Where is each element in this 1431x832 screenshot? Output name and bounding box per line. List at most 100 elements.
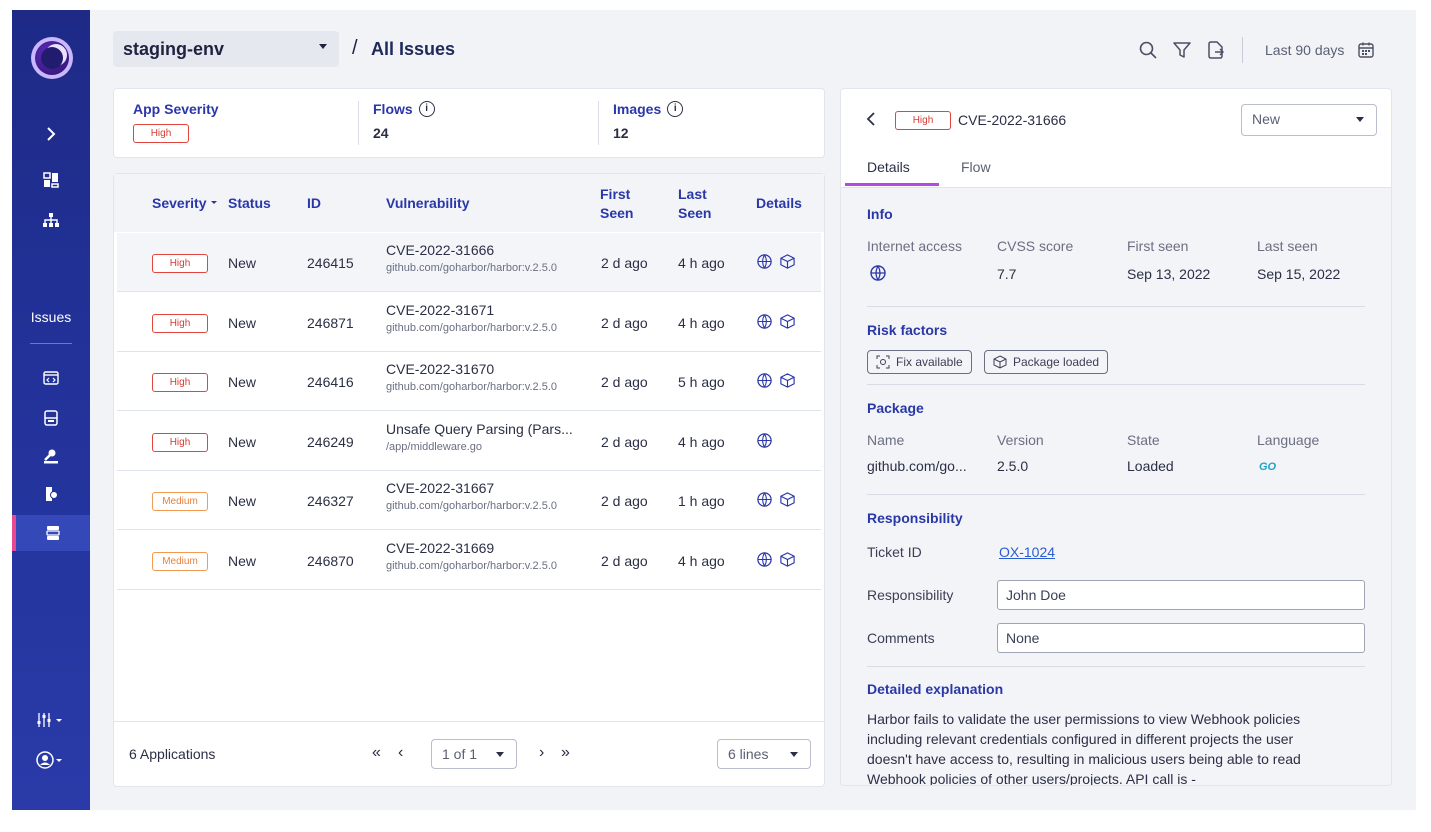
filter-sliders-icon[interactable] [12,702,90,738]
flows-label: Flows [373,101,413,117]
severity-column-header[interactable]: Severity [152,195,218,211]
package-name-value: github.com/go... [867,458,967,474]
package-icon [993,355,1007,369]
internet-access-icon [869,264,887,287]
status-column-header[interactable]: Status [228,195,271,211]
next-page-icon[interactable]: › [539,744,545,761]
vulnerability-cell: CVE-2022-31669 github.com/goharbor/harbor… [386,540,557,572]
logo-icon[interactable] [31,37,73,79]
responsibility-field[interactable]: John Doe [997,580,1365,610]
package-version-label: Version [997,432,1044,448]
first-seen-header-line1: First [600,186,631,202]
detail-severity-badge: High [895,111,951,130]
search-icon[interactable] [1136,38,1160,62]
last-page-icon[interactable]: » [561,744,570,761]
sitemap-icon[interactable] [12,202,90,238]
internet-access-icon[interactable] [756,432,773,454]
table-row[interactable]: High New 246871 CVE-2022-31671 github.com/go… [117,293,821,352]
details-icons [756,432,773,454]
details-icons [756,372,796,394]
package-icon[interactable] [779,491,796,513]
sidebar-divider [30,343,72,344]
first-seen-cell: 2 d ago [601,552,648,569]
vulnerability-source: github.com/goharbor/harbor:v.2.5.0 [386,500,558,512]
first-seen-column-header[interactable]: First Seen [600,185,633,223]
internet-access-icon[interactable] [756,551,773,573]
prev-page-icon[interactable]: ‹ [398,744,404,761]
app-severity-summary: App Severity High [133,101,219,143]
sort-desc-icon [211,201,218,204]
first-seen-cell: 2 d ago [601,255,648,271]
lines-per-page-select[interactable]: 6 lines [717,739,811,769]
last-seen-cell: 5 h ago [678,374,725,390]
status-select[interactable]: New [1241,104,1377,136]
risk-chip-package-loaded[interactable]: Package loaded [984,350,1109,374]
last-seen-cell: 1 h ago [678,493,725,509]
issue-detail-panel: High CVE-2022-31666 New Details Flow Inf… [840,88,1392,786]
date-range-label[interactable]: Last 90 days [1265,42,1345,58]
package-icon[interactable] [779,372,796,394]
page-select[interactable]: 1 of 1 [431,739,517,769]
last-seen-header-line2: Seen [678,205,712,221]
details-column-header[interactable]: Details [756,195,802,211]
table-row[interactable]: High New 246416 CVE-2022-31670 github.com/go… [117,352,821,411]
id-column-header[interactable]: ID [307,195,321,211]
filter-icon[interactable] [1170,38,1194,62]
package-icon[interactable] [779,253,796,275]
back-icon[interactable] [865,111,877,132]
vulnerability-column-header[interactable]: Vulnerability [386,195,470,211]
tab-details[interactable]: Details [867,159,910,175]
table-header: Severity Status ID Vulnerability First S… [114,174,824,232]
info-icon[interactable]: i [667,101,684,117]
ticket-id-link[interactable]: OX-1024 [999,544,1056,560]
vulnerability-source: github.com/goharbor/harbor:v.2.5.0 [386,321,558,334]
chevron-right-icon[interactable] [12,116,90,152]
issues-list-icon[interactable] [12,515,90,551]
internet-access-label: Internet access [867,238,962,254]
info-icon[interactable]: i [418,101,435,117]
server-icon[interactable] [12,400,90,436]
summary-divider [598,101,599,145]
risk-chip-fix-available[interactable]: Fix available [867,350,972,374]
code-icon[interactable] [12,360,90,396]
table-row[interactable]: High New 246249 Unsafe Query Parsing (Pars.… [117,412,821,471]
internet-access-icon[interactable] [756,313,773,335]
table-row[interactable]: Medium New 246870 CVE-2022-31669 github.com/… [117,531,821,590]
internet-access-icon[interactable] [756,491,773,513]
details-icons [756,253,796,275]
page-select-value: 1 of 1 [442,746,478,762]
vulnerability-title: CVE-2022-31670 [386,361,495,377]
vulnerability-title: CVE-2022-31666 [386,242,495,258]
user-circle-icon[interactable] [12,742,90,778]
environment-label: staging-env [123,39,225,59]
flows-summary: Flows i 24 [373,101,435,141]
applications-count: 6 Applications [129,746,216,762]
last-seen-value: Sep 15, 2022 [1257,266,1341,282]
first-page-icon[interactable]: « [372,744,381,761]
last-seen-column-header[interactable]: Last Seen [678,185,711,223]
comments-field[interactable]: None [997,623,1365,653]
tab-flow[interactable]: Flow [961,159,991,175]
severity-badge: High [152,373,208,392]
policy-icon[interactable] [12,476,90,512]
dashboard-icon[interactable] [12,162,90,198]
environment-select[interactable]: staging-env [113,31,339,67]
internet-access-icon[interactable] [756,372,773,394]
risk-chip-label: Fix available [896,355,963,369]
id-cell: 246249 [307,433,354,450]
severity-badge: Medium [152,551,208,571]
status-cell: New [228,374,257,390]
export-icon[interactable] [1204,38,1228,62]
package-icon[interactable] [779,551,796,573]
section-divider [867,494,1365,495]
last-seen-cell: 4 h ago [678,255,725,271]
table-row[interactable]: High New 246415 CVE-2022-31666 github.com/go… [117,233,821,292]
vulnerability-cell: CVE-2022-31670 github.com/goharbor/harbor… [386,361,557,393]
internet-access-icon[interactable] [756,253,773,275]
calendar-icon[interactable] [1354,38,1378,62]
wrench-icon[interactable] [12,438,90,474]
risk-factors-title: Risk factors [867,322,948,338]
table-row[interactable]: Medium New 246327 CVE-2022-31667 github.com/… [117,471,821,530]
section-divider [867,666,1365,667]
package-icon[interactable] [779,313,796,335]
